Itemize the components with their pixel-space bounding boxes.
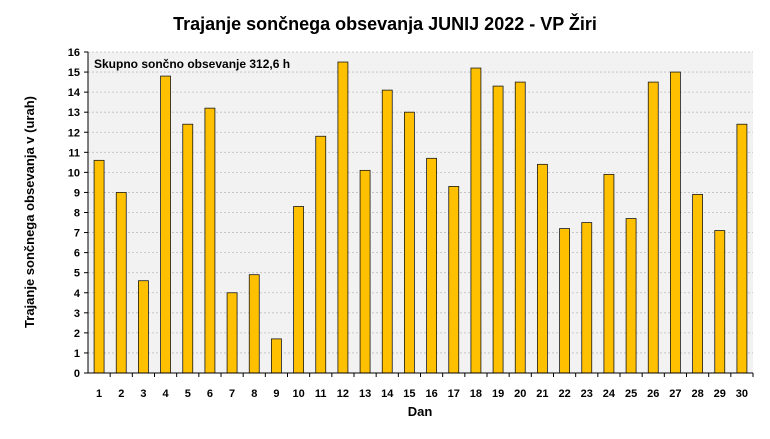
x-tick-label: 4 — [163, 388, 170, 400]
x-tick-label: 11 — [315, 388, 327, 400]
bar-day-10 — [293, 206, 304, 374]
x-tick-label: 5 — [185, 388, 191, 400]
bar-day-17 — [448, 186, 460, 374]
bar-day-2 — [115, 192, 127, 374]
bars — [93, 61, 748, 374]
y-tick-label: 10 — [68, 167, 80, 179]
x-tick-label: 24 — [603, 388, 616, 400]
bar-day-22 — [559, 228, 570, 374]
gridlines — [88, 51, 753, 354]
bar-day-18 — [470, 67, 482, 374]
bar-day-13 — [359, 169, 371, 374]
x-tick-label: 30 — [736, 388, 748, 400]
x-tick-label: 6 — [207, 388, 213, 400]
x-tick-label: 9 — [273, 388, 279, 400]
bar-day-23 — [581, 222, 593, 374]
x-tick-label: 16 — [425, 388, 437, 400]
x-tick-label: 8 — [251, 388, 257, 400]
bar-day-11 — [315, 135, 327, 374]
bar-day-25 — [625, 218, 637, 374]
y-axis-label: Trajanje sončnega obsevanja v (urah) — [22, 96, 37, 328]
bar-day-27 — [670, 71, 681, 374]
x-tick-label: 26 — [647, 388, 659, 400]
y-tick-label: 4 — [74, 288, 81, 300]
x-tick-label: 23 — [581, 388, 593, 400]
total-annotation: Skupno sončno obsevanje 312,6 h — [94, 57, 290, 71]
bar-day-4 — [160, 75, 171, 374]
y-tick-label: 12 — [68, 127, 80, 139]
x-tick-label: 10 — [292, 388, 304, 400]
bar-day-8 — [248, 274, 260, 374]
bar-day-19 — [492, 85, 504, 374]
x-tick-label: 12 — [337, 388, 349, 400]
y-tick-label: 11 — [68, 147, 80, 159]
y-tick-label: 8 — [74, 208, 80, 220]
x-tick-label: 19 — [492, 388, 504, 400]
x-tick-label: 14 — [381, 388, 394, 400]
x-tick-labels: 1 2 3 4 5 6 7 8 9 10 11 12 13 14 15 16 17 18 19 20 21 22 23 24 2… — [96, 373, 754, 400]
x-tick-label: 2 — [118, 388, 124, 400]
y-tick-label: 14 — [68, 87, 81, 99]
bar-day-5 — [182, 123, 194, 374]
x-tick-label: 22 — [558, 388, 570, 400]
x-tick-label: 15 — [403, 388, 415, 400]
y-tick-label: 16 — [68, 47, 80, 59]
y-tick-label: 9 — [74, 187, 80, 199]
bar-day-16 — [426, 157, 437, 374]
x-tick-label: 3 — [140, 388, 146, 400]
x-tick-label: 27 — [669, 388, 681, 400]
bar-day-20 — [514, 81, 526, 374]
chart-title: Trajanje sončnega obsevanja JUNIJ 2022 -… — [173, 13, 597, 34]
x-tick-label: 18 — [470, 388, 482, 400]
bar-day-29 — [714, 230, 726, 374]
y-tick-label: 0 — [74, 368, 80, 380]
y-tick-label: 15 — [68, 67, 80, 79]
bar-day-9 — [271, 338, 282, 374]
bar-day-12 — [337, 61, 349, 374]
bar-day-30 — [736, 123, 748, 374]
x-tick-label: 17 — [448, 388, 460, 400]
bar-day-7 — [226, 292, 238, 374]
y-tick-label: 13 — [68, 107, 80, 119]
bar-day-3 — [138, 280, 149, 374]
bar-day-28 — [692, 194, 703, 374]
y-tick-label: 2 — [74, 328, 80, 340]
x-tick-label: 7 — [229, 388, 235, 400]
bar-day-21 — [537, 163, 548, 374]
x-tick-label: 29 — [714, 388, 726, 400]
x-tick-label: 20 — [514, 388, 526, 400]
bar-day-14 — [381, 89, 393, 374]
x-axis-label: Dan — [408, 404, 433, 419]
y-tick-label: 6 — [74, 248, 80, 260]
bar-day-26 — [647, 81, 659, 374]
x-tick-label: 28 — [691, 388, 703, 400]
y-tick-label: 5 — [74, 268, 80, 280]
bar-day-1 — [93, 159, 105, 374]
bar-day-15 — [404, 111, 415, 374]
y-tick-label: 3 — [74, 308, 80, 320]
x-tick-label: 13 — [359, 388, 371, 400]
y-tick-label: 7 — [74, 228, 80, 240]
bar-day-6 — [204, 107, 216, 374]
bar-day-24 — [603, 173, 615, 374]
x-tick-label: 1 — [96, 388, 102, 400]
y-tick-label: 1 — [74, 348, 80, 360]
x-tick-label: 21 — [536, 388, 548, 400]
x-tick-label: 25 — [625, 388, 637, 400]
